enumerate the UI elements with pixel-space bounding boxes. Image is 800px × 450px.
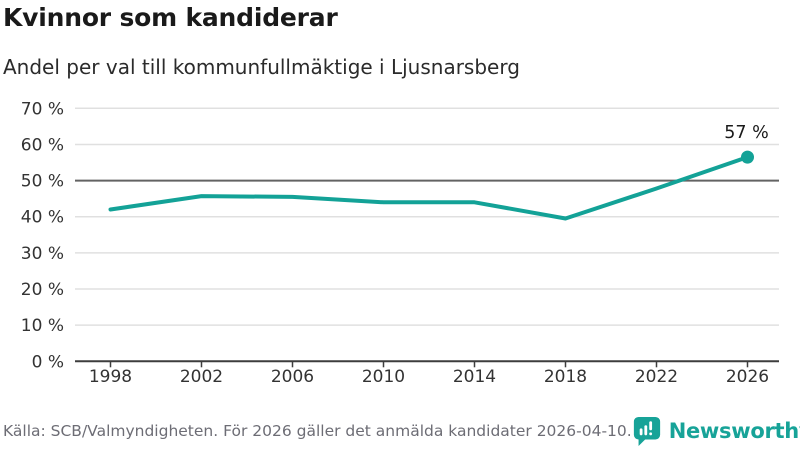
x-tick-label: 2026: [726, 367, 769, 387]
x-tick-label: 2010: [362, 367, 405, 387]
trend-line: [108, 155, 750, 221]
chart-footer: Källa: SCB/Valmyndigheten. För 2026 gäll…: [3, 414, 800, 448]
source-note: Källa: SCB/Valmyndigheten. För 2026 gäll…: [3, 422, 632, 440]
y-tick-label: 0 %: [32, 352, 64, 372]
x-tick-label: 2002: [180, 367, 223, 387]
y-tick-label: 40 %: [21, 208, 64, 228]
newsworthy-wordmark: Newsworthy: [668, 419, 800, 443]
newsworthy-logo-icon: [633, 416, 660, 446]
line-chart: 0 % 10 % 20 % 30 % 40 % 50 % 60 % 70 % 1998 2002 2…: [21, 99, 779, 387]
end-point-dot: [741, 150, 754, 164]
x-tick-label: 1998: [89, 367, 132, 387]
chart-title: Kvinnor som kandiderar: [3, 3, 338, 32]
y-tick-label: 70 %: [21, 99, 64, 119]
end-point-label: 57 %: [724, 123, 768, 143]
x-tick-label: 2022: [635, 367, 678, 387]
chart-subtitle: Andel per val till kommunfullmäktige i L…: [3, 55, 520, 79]
y-tick-label: 10 %: [21, 316, 64, 336]
y-tick-label: 50 %: [21, 172, 64, 192]
newsworthy-logo: Newsworthy: [632, 415, 800, 447]
x-tick-label: 2018: [544, 367, 587, 387]
y-tick-label: 20 %: [21, 280, 64, 300]
y-tick-label: 30 %: [21, 244, 64, 264]
x-tick-label: 2006: [271, 367, 314, 387]
y-tick-label: 60 %: [21, 135, 64, 155]
x-tick-label: 2014: [453, 367, 496, 387]
